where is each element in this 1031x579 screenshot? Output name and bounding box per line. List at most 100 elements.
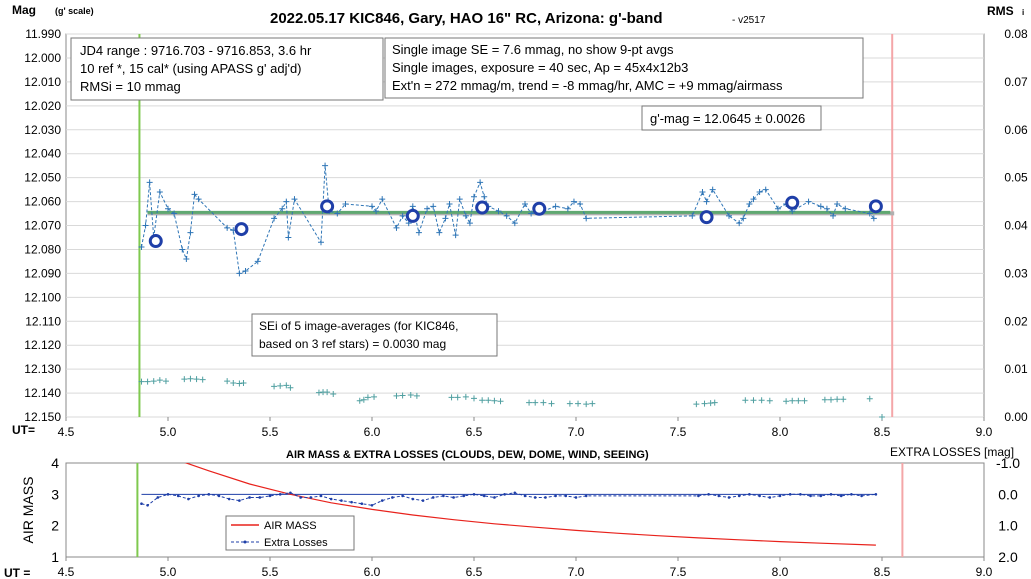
lower-chart-title: AIR MASS & EXTRA LOSSES (CLOUDS, DEW, DO… <box>286 449 649 461</box>
y2-tick-label: 0.02 <box>1004 314 1028 328</box>
single-image-point <box>171 210 178 217</box>
extra-losses-point <box>554 494 557 498</box>
rms-point <box>548 400 555 407</box>
extra-losses-point <box>299 496 302 499</box>
single-image-point <box>195 196 202 203</box>
lower-y-tick-label: 4 <box>51 455 59 471</box>
rms-point <box>144 378 151 385</box>
extra-losses-point <box>788 493 792 496</box>
single-image-point <box>866 210 873 217</box>
extra-losses-point <box>411 497 415 501</box>
single-image-point <box>409 203 416 210</box>
info-right-line-3: Ext'n = 272 mmag/m, trend = -8 mmag/hr, … <box>392 78 783 93</box>
single-image-point <box>183 256 190 263</box>
rms-point <box>583 401 590 408</box>
extra-losses-point <box>493 496 496 499</box>
rms-point <box>866 395 873 402</box>
extra-losses-point <box>248 496 251 499</box>
y-tick-label: 12.030 <box>24 123 61 137</box>
lower-y-tick-label: 3 <box>51 486 59 502</box>
single-image-point <box>442 215 449 222</box>
single-image-point <box>570 198 577 205</box>
single-image-point <box>736 220 743 227</box>
extra-losses-point <box>350 500 353 504</box>
y-tick-label: 12.070 <box>24 219 61 233</box>
extra-losses-point <box>176 494 180 498</box>
rms-point <box>575 400 582 407</box>
y-tick-label: 12.060 <box>24 195 61 209</box>
x-tick-label: 4.5 <box>58 425 75 439</box>
extra-losses-point <box>207 493 211 496</box>
single-image-point <box>577 200 584 207</box>
single-image-point <box>762 186 769 193</box>
rms-point <box>821 396 828 403</box>
rms-point <box>789 397 796 404</box>
extra-losses-point <box>544 496 547 499</box>
single-image-point <box>254 258 261 265</box>
rms-point <box>693 401 700 408</box>
lower-y2-tick-label: 2.0 <box>998 549 1018 565</box>
lower-plot-area <box>65 462 985 558</box>
single-image-point <box>481 193 488 200</box>
y-tick-label: 12.010 <box>24 75 61 89</box>
y2-tick-label: 0.01 <box>1004 362 1028 376</box>
single-image-point <box>830 212 837 219</box>
lower-y2-tick-label: 0.0 <box>998 486 1018 502</box>
single-image-point <box>436 229 443 236</box>
rms-point <box>566 400 573 407</box>
info-right-line-1: Single image SE = 7.6 mmag, no show 9-pt… <box>392 42 674 57</box>
extra-losses-point <box>156 496 160 499</box>
single-image-point <box>322 162 329 169</box>
rms-point <box>497 398 504 405</box>
info-left-line-2: 10 ref *, 15 cal* (using APASS g' adj'd) <box>80 61 302 76</box>
y-tick-label: 12.130 <box>24 362 61 376</box>
lower-y2-tick-label: -1.0 <box>996 455 1020 471</box>
extra-losses-point <box>768 496 772 499</box>
x-axis-label-lower: UT = <box>4 566 30 579</box>
info-right-line-2: Single images, exposure = 40 sec, Ap = 4… <box>392 60 688 75</box>
rms-point <box>162 378 169 385</box>
lower-x-tick-label: 8.0 <box>772 565 789 579</box>
y2-axis-label: RMS <box>987 4 1014 18</box>
rms-point <box>462 393 469 400</box>
rms-point <box>742 397 749 404</box>
single-image-point <box>805 198 812 205</box>
rms-point <box>448 394 455 401</box>
single-image-point <box>756 188 763 195</box>
x-tick-label: 8.0 <box>772 425 789 439</box>
extra-losses-point <box>697 494 700 498</box>
single-image-point <box>552 203 559 210</box>
rms-point <box>783 398 790 405</box>
rms-point <box>399 392 406 399</box>
extra-losses-point <box>874 493 878 496</box>
single-image-point <box>583 215 590 222</box>
extra-losses-point <box>503 493 506 496</box>
lower-x-tick-label: 4.5 <box>58 565 75 579</box>
rms-point <box>413 392 420 399</box>
rms-point <box>364 394 371 401</box>
single-image-point <box>823 205 830 212</box>
single-image-point <box>452 232 459 239</box>
single-image-point <box>138 244 145 251</box>
single-image-point <box>187 229 194 236</box>
y-tick-label: 12.140 <box>24 386 61 400</box>
y-tick-label: 12.120 <box>24 338 61 352</box>
single-image-point <box>709 186 716 193</box>
lower-x-tick-label: 9.0 <box>976 565 993 579</box>
rms-point <box>485 397 492 404</box>
extra-losses-point <box>513 491 517 495</box>
rms-point <box>156 377 163 384</box>
extra-losses-point <box>717 494 721 498</box>
rms-point <box>828 396 834 403</box>
extra-losses-point <box>819 494 823 498</box>
extra-losses-point <box>258 496 262 499</box>
rms-point <box>371 393 378 400</box>
single-image-point <box>285 234 292 241</box>
single-image-point <box>393 224 400 231</box>
y2-tick-label: 0.06 <box>1004 123 1028 137</box>
extra-losses-point <box>340 499 343 502</box>
x-tick-label: 5.0 <box>160 425 177 439</box>
rms-point <box>471 395 477 402</box>
